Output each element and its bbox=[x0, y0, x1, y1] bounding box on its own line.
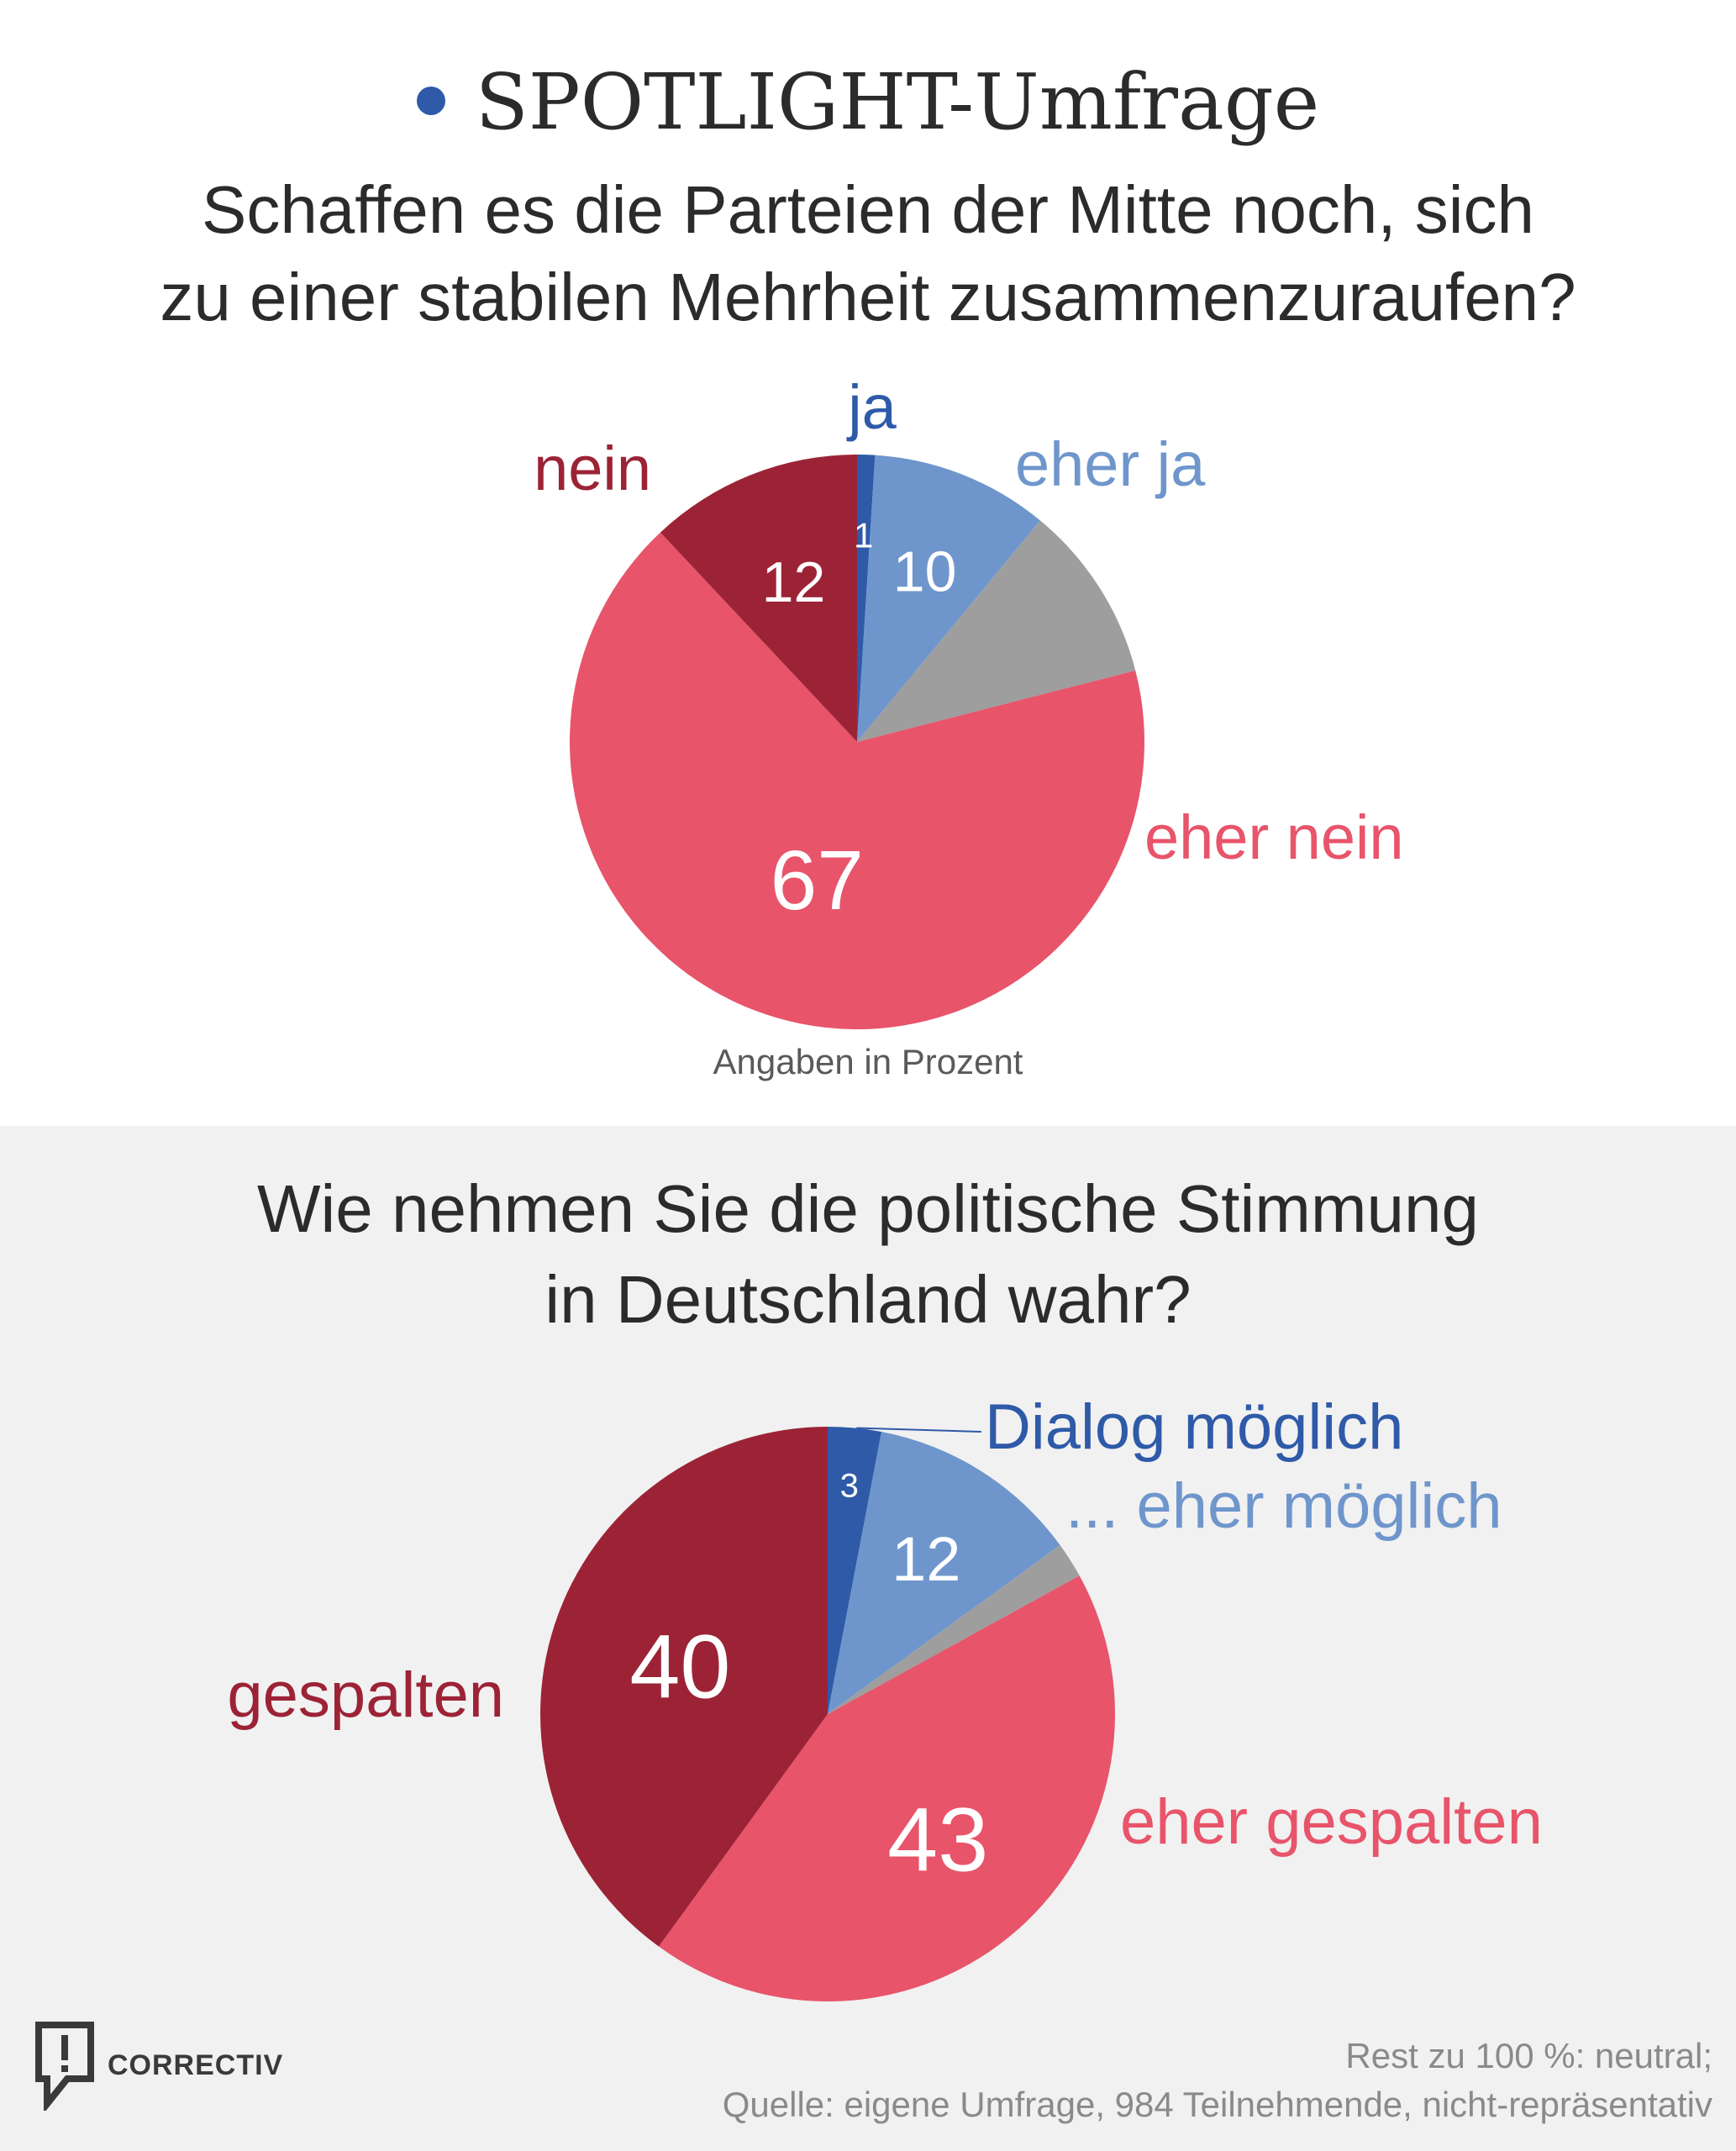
pie-1-category-label: ja bbox=[846, 372, 897, 442]
footer-line-2: Quelle: eigene Umfrage, 984 Teilnehmende… bbox=[722, 2085, 1712, 2124]
pie-1-slice-eher-nein bbox=[570, 532, 1145, 1029]
pie-2-slice-neutral bbox=[828, 1544, 1080, 1714]
units-note: Angaben in Prozent bbox=[713, 1042, 1023, 1081]
pie-2-slice-gespalten bbox=[540, 1427, 828, 1947]
question-2-title: Wie nehmen Sie die politische Stimmung i… bbox=[0, 1164, 1736, 1345]
pie-1-value-label: 12 bbox=[762, 550, 826, 614]
pie-2-slice-eher-gespalten bbox=[658, 1575, 1115, 2001]
pie-1-value-label: 67 bbox=[771, 834, 864, 928]
pie-2-value-label: 12 bbox=[892, 1524, 960, 1594]
footer-notes: Rest zu 100 %: neutral; Quelle: eigene U… bbox=[723, 2032, 1712, 2129]
question-1-line-2: zu einer stabilen Mehrheit zusammenzurau… bbox=[160, 260, 1576, 334]
brand-title: SPOTLIGHT-Umfrage bbox=[0, 52, 1736, 153]
pie-2-category-label: eher gespalten bbox=[1120, 1786, 1543, 1858]
pie-2-value-label: 40 bbox=[629, 1616, 730, 1717]
pie-1-value-label: 10 bbox=[893, 539, 957, 603]
pie-1-category-label: nein bbox=[534, 434, 651, 503]
speech-bubble-exclamation-icon bbox=[35, 2022, 94, 2111]
brand-text: SPOTLIGHT-Umfrage bbox=[475, 57, 1320, 147]
pie-2-value-label: 3 bbox=[840, 1468, 859, 1505]
pie-1-value-label: 1 bbox=[854, 516, 873, 555]
question-1-title: Schaffen es die Parteien der Mitte noch,… bbox=[0, 166, 1736, 341]
logo-text: CORRECTIV bbox=[108, 2048, 284, 2081]
pie-1-slice-nein bbox=[660, 455, 857, 742]
pie-2-leader-line bbox=[856, 1427, 982, 1433]
question-2-line-1: Wie nehmen Sie die politische Stimmung bbox=[256, 1171, 1480, 1246]
pie-1-slice-ja bbox=[857, 455, 876, 742]
pie-1-category-label: eher nein bbox=[1144, 802, 1404, 872]
pie-2-category-label: gespalten bbox=[227, 1659, 504, 1731]
pie-2-category-label: ... eher möglich bbox=[1065, 1470, 1502, 1542]
question-1-line-1: Schaffen es die Parteien der Mitte noch,… bbox=[201, 172, 1535, 247]
brand-dot-icon bbox=[416, 87, 445, 115]
pie-1-slice-eher-ja bbox=[857, 455, 1040, 742]
question-2-line-2: in Deutschland wahr? bbox=[544, 1262, 1192, 1337]
pie-2-slice-eher-möglich bbox=[828, 1432, 1060, 1714]
pie-2-value-label: 43 bbox=[887, 1789, 988, 1891]
pie-2-category-label: Dialog möglich bbox=[985, 1391, 1403, 1463]
pie-1-category-label: eher ja bbox=[1015, 429, 1206, 499]
pie-chart-1: 1 10 67 12 ja eher ja eher nein nein bbox=[534, 372, 1404, 1029]
pie-chart-2: 3 12 43 40 Dialog möglich... eher möglich ehe… bbox=[227, 1391, 1543, 2001]
pie-1-slice-neutral bbox=[857, 520, 1136, 742]
correctiv-logo: CORRECTIV bbox=[34, 2019, 283, 2112]
footer-line-1: Rest zu 100 %: neutral; bbox=[1345, 2036, 1712, 2075]
pie-2-slice-dialog-möglich bbox=[828, 1427, 882, 1714]
